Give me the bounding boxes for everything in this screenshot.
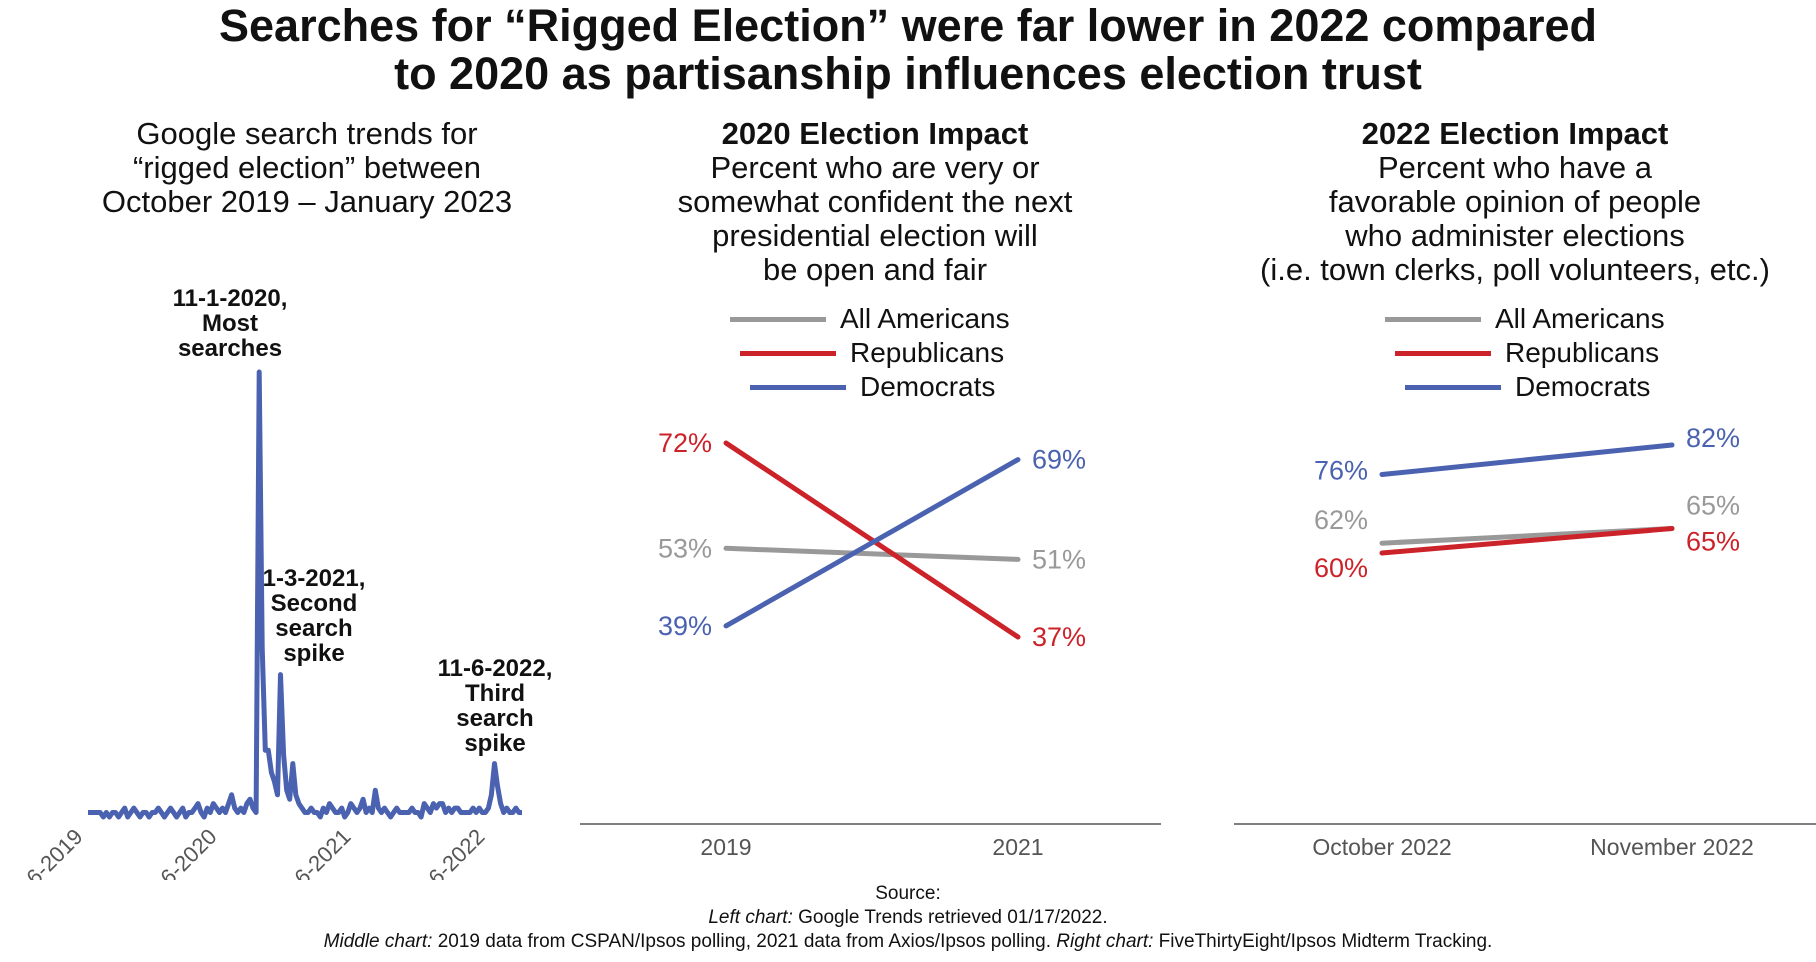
panel-heading: 2022 Election Impact [1361,116,1669,151]
left-x-axis: 10-6-2019 10-6-2020 10-6-2021 10-6-2022 [0,824,490,880]
annotation-second-spike: 1-3-2021, Second search spike [234,566,394,666]
middle-panel-title: 2020 Election Impact Percent who are ver… [610,117,1140,287]
subtitle-line: Percent who have a [1377,150,1652,185]
x-tick-label: 2019 [700,834,751,860]
left-panel-subtitle: Google search trends for “rigged electio… [62,117,552,219]
legend-swatch-republicans [1395,351,1491,356]
x-tick-label: 10-6-2021 [267,824,356,880]
chart-title: Searches for “Rigged Election” were far … [0,2,1816,98]
source-left: Left chart: Google Trends retrieved 01/1… [0,906,1816,930]
data-label: 37% [1032,622,1086,652]
annotation-line: Second [270,590,358,617]
annotation-line: spike [283,640,345,667]
data-label: 62% [1314,505,1368,535]
source-middle-text: 2019 data from CSPAN/Ipsos polling, 2021… [432,931,1057,952]
annotation-line: 11-6-2022, [437,655,553,682]
data-label: 65% [1686,491,1740,521]
subtitle-line: “rigged election” between [132,150,482,185]
annotation-most-searches: 11-1-2020, Most searches [150,286,310,361]
left-chart: 10-6-2019 10-6-2020 10-6-2021 10-6-2022 [0,369,522,880]
x-tick-label: October 2022 [1312,834,1451,860]
legend-label: Democrats [1515,371,1651,402]
annotation-third-spike: 11-6-2022, Third search spike [415,656,575,756]
subtitle-line: October 2019 – January 2023 [101,184,513,219]
subtitle-line: somewhat confident the next [677,184,1073,219]
x-tick-label: 2021 [992,834,1043,860]
data-label: 76% [1314,456,1368,486]
subtitle-line: Percent who are very or [710,150,1040,185]
data-label: 65% [1686,527,1740,557]
data-label: 51% [1032,544,1086,574]
x-tick-label: November 2022 [1590,834,1754,860]
data-label: 72% [658,428,712,458]
source-left-text: Google Trends retrieved 01/17/2022. [792,907,1108,928]
annotation-line: search [275,615,353,642]
series-line-democrats [723,457,1021,629]
data-label: 53% [658,533,712,563]
source-left-label: Left chart: [708,907,793,928]
legend-swatch-all [730,317,826,322]
legend-swatch-republicans [740,351,836,356]
subtitle-line: Google search trends for [136,116,478,151]
title-line: to 2020 as partisanship influences elect… [394,48,1422,99]
subtitle-line: favorable opinion of people [1328,184,1702,219]
source-heading: Source: [875,883,941,904]
source-middle-right: Middle chart: 2019 data from CSPAN/Ipsos… [0,930,1816,954]
subtitle-line: who administer elections [1345,218,1685,253]
x-tick-label: 10-6-2020 [133,824,222,880]
annotation-line: spike [464,730,526,757]
data-label: 39% [658,611,712,641]
legend-label: Republicans [1505,337,1660,368]
subtitle-line: (i.e. town clerks, poll volunteers, etc.… [1260,252,1770,287]
annotation-line: 11-1-2020, [172,285,288,312]
annotation-line: searches [177,335,283,362]
legend-label: Republicans [850,337,1005,368]
annotation-line: search [456,705,534,732]
search-trend-line [88,369,522,820]
legend-swatch-democrats [1405,385,1501,390]
x-tick-label: 10-6-2019 [0,824,88,880]
legend-label: All Americans [1495,303,1665,334]
right-panel-title: 2022 Election Impact Percent who have a … [1220,117,1810,287]
series-line-republicans [1379,526,1675,556]
legend-label: Democrats [860,371,996,402]
source-right-label: Right chart: [1056,931,1154,952]
legend-swatch-democrats [750,385,846,390]
series-line-democrats [1379,442,1675,477]
annotation-line: Third [465,680,525,707]
title-line: Searches for “Rigged Election” were far … [219,0,1597,51]
annotation-line: Most [202,310,258,337]
x-tick-label: 10-6-2022 [401,824,490,880]
data-label: 69% [1032,445,1086,475]
source-middle-label: Middle chart: [323,931,433,952]
charts-canvas: 10-6-2019 10-6-2020 10-6-2021 10-6-2022 53%… [0,369,1816,880]
right-chart: 62% 65% 60% 65% 76% 82% October 2022 November … [1234,423,1816,860]
legend-swatch-all [1385,317,1481,322]
panel-heading: 2020 Election Impact [721,116,1029,151]
data-label: 82% [1686,423,1740,453]
legend-label: All Americans [840,303,1010,334]
subtitle-line: be open and fair [762,252,988,287]
source-right-text: FiveThirtyEight/Ipsos Midterm Tracking. [1153,931,1493,952]
data-label: 60% [1314,553,1368,583]
series-line-all-americans [723,545,1021,562]
annotation-line: 1-3-2021, [262,565,366,592]
middle-chart: 53% 51% 72% 37% 39% 69% 2019 2021 [580,428,1161,860]
source-note: Source: Left chart: Google Trends retrie… [0,882,1816,954]
subtitle-line: presidential election will [712,218,1038,253]
